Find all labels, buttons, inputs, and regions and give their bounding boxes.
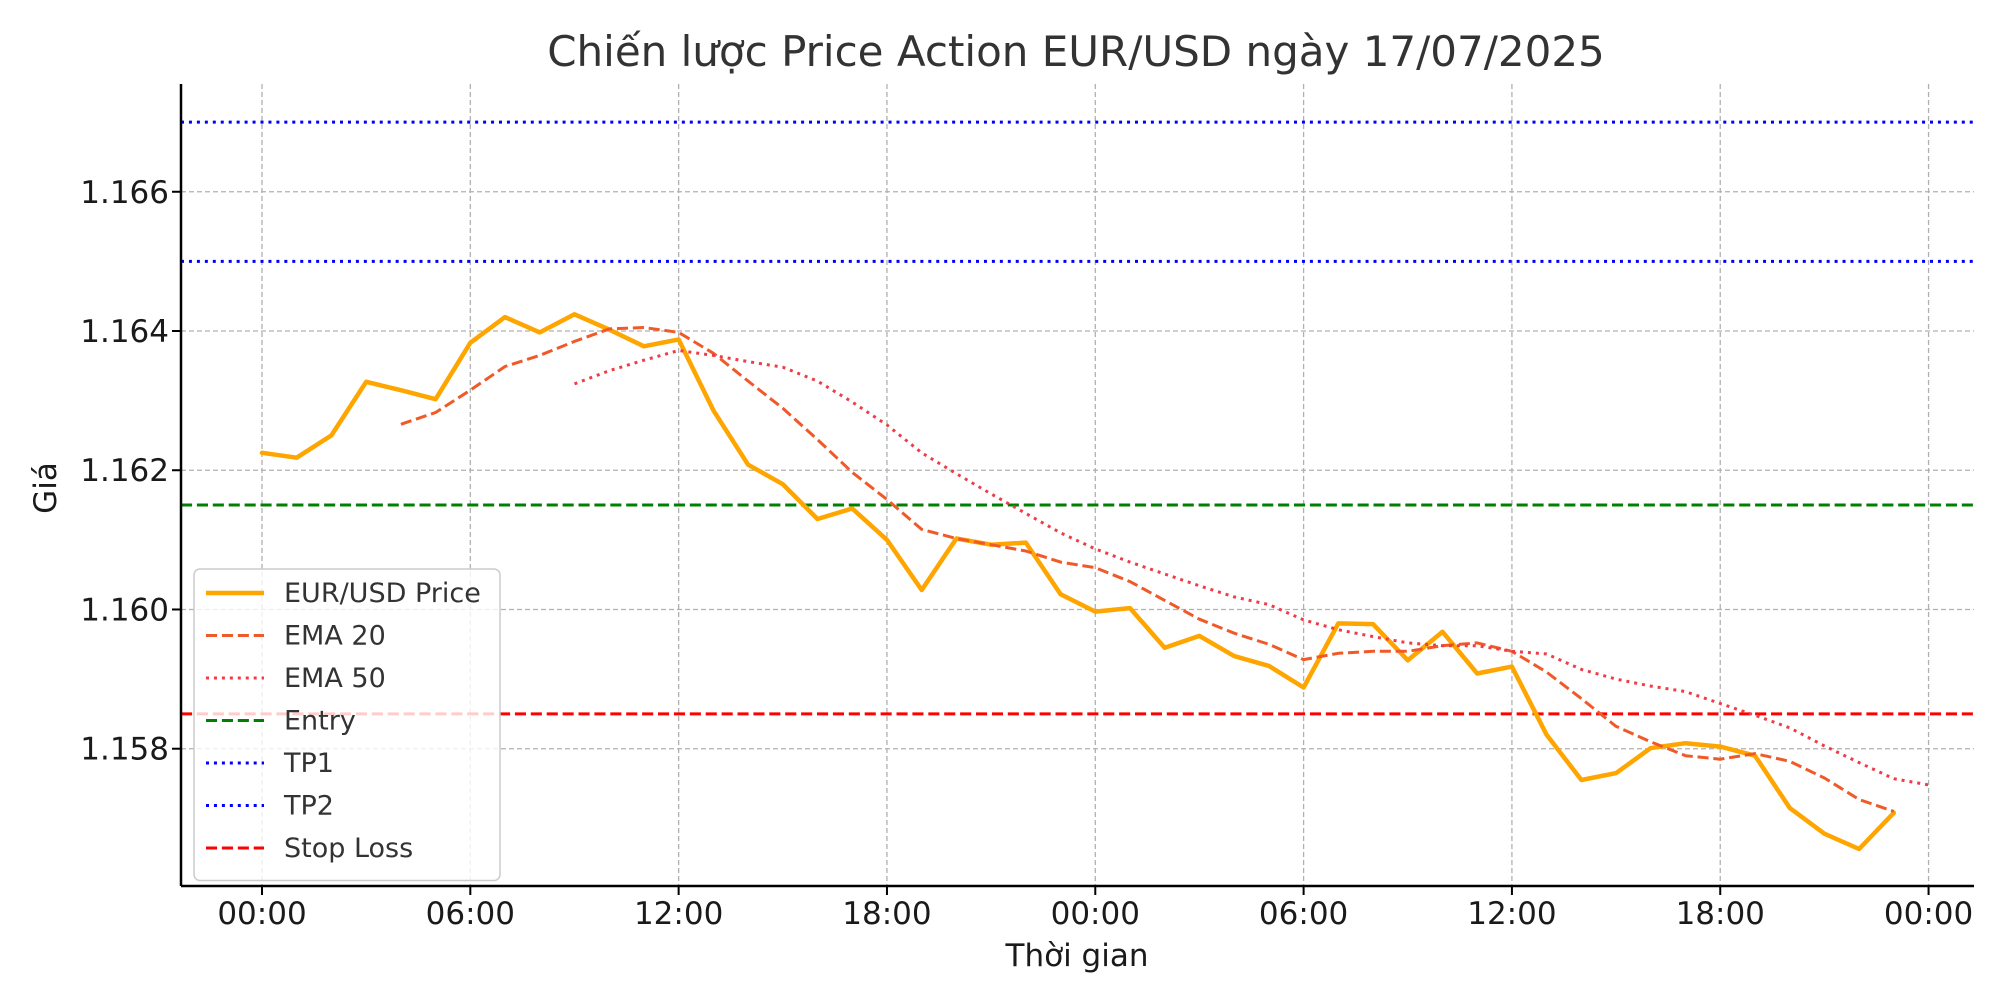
x-tick-label: 06:00 xyxy=(1259,896,1348,932)
y-tick-label: 1.158 xyxy=(80,732,169,768)
x-tick-label: 00:00 xyxy=(1051,896,1140,932)
x-tick-label: 12:00 xyxy=(1467,896,1556,932)
reference-lines xyxy=(181,120,1974,716)
y-tick-label: 1.164 xyxy=(80,314,169,350)
x-tick-label: 00:00 xyxy=(217,896,306,932)
series-line-ema-20 xyxy=(400,326,1895,813)
legend-label: EMA 20 xyxy=(284,621,386,652)
legend-box xyxy=(193,568,501,882)
legend-label: TP2 xyxy=(283,791,334,822)
series-line-eur-usd-price xyxy=(259,312,1897,852)
y-tick-label: 1.160 xyxy=(80,592,169,628)
legend-label: Stop Loss xyxy=(284,833,413,864)
legend-label: EMA 50 xyxy=(284,663,386,694)
legend-label: TP1 xyxy=(283,748,334,779)
axes-layer xyxy=(179,84,1974,888)
tick-layer: 00:00 06:00 12:00 18:00 00:00 06:00 12:00 18:00… xyxy=(80,175,1973,932)
x-tick-label: 12:00 xyxy=(634,896,723,932)
legend: EUR/USD Price EMA 20 EMA 50 Entry TP1 TP2 Stop… xyxy=(193,568,501,882)
x-tick-label: 18:00 xyxy=(842,896,931,932)
x-tick-label: 06:00 xyxy=(426,896,515,932)
legend-label: Entry xyxy=(284,706,356,737)
legend-label: EUR/USD Price xyxy=(284,578,481,609)
x-tick-label: 18:00 xyxy=(1676,896,1765,932)
x-axis-label: Thời gian xyxy=(1005,938,1149,974)
y-axis-label: Giá xyxy=(28,462,64,514)
y-tick-label: 1.166 xyxy=(80,175,169,211)
x-tick-label: 00:00 xyxy=(1884,896,1973,932)
series-layer xyxy=(259,312,1929,852)
y-tick-label: 1.162 xyxy=(80,453,169,489)
chart-title: Chiến lược Price Action EUR/USD ngày 17/… xyxy=(547,27,1605,76)
series-line-ema-50 xyxy=(573,349,1929,787)
